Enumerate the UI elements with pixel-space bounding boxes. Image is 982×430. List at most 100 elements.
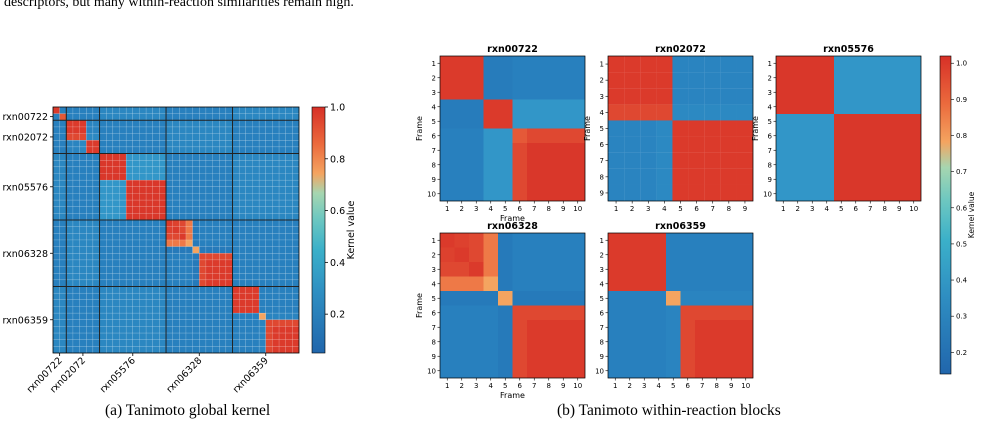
global-cell [272,120,280,128]
global-cell [59,233,67,241]
global-cell [245,253,253,261]
block-cell [469,334,484,350]
global-cell [172,166,180,174]
global-cell [72,133,80,141]
global-cell [205,239,213,247]
global-cell [59,239,67,247]
global-cell [79,126,87,134]
block-cell [556,233,571,248]
block-ytick-label: 1 [768,60,772,68]
global-cell [59,299,67,307]
global-cell [245,226,253,234]
global-cell [119,306,127,314]
block-cell [624,56,641,73]
global-cell [265,239,273,247]
global-cell [232,246,240,254]
block-cell [454,320,470,335]
global-cell [145,292,153,301]
global-cell [145,159,153,168]
block-cell [738,320,754,335]
global-cell [105,346,114,354]
global-cell [86,193,94,201]
block-ytick-label: 1 [432,237,436,245]
global-cell [165,273,173,281]
global-cell [165,113,173,121]
global-cell [185,106,193,114]
block-title: rxn00722 [487,44,538,55]
global-cell [212,173,220,181]
global-cell [199,226,207,234]
global-cell [165,140,173,148]
global-cell [99,213,107,221]
global-cell [145,346,153,354]
block-cell [498,128,513,144]
global-cell [152,253,160,261]
global-cell [119,219,127,227]
block-cell [666,349,681,364]
global-cell [112,339,120,347]
global-cell [172,319,180,327]
global-cell [59,246,67,254]
global-cell [238,133,247,141]
block-cell [483,320,499,335]
global-cell [145,133,153,141]
block-cell [483,363,499,379]
global-cell [238,332,247,340]
global-cell [99,126,107,134]
block-xtick-label: 4 [489,205,494,213]
global-cell [172,126,180,134]
global-cell [79,326,87,334]
block-cell [454,349,470,364]
global-cell [105,166,114,174]
global-cell [139,273,147,281]
global-cell [232,226,240,234]
global-cell [99,133,107,141]
block-cell [906,172,922,187]
global-cell [192,206,200,214]
global-cell [205,266,213,274]
global-cell [245,239,253,247]
global-cell [165,306,173,314]
global-cell [179,233,187,241]
global-cell [212,193,220,201]
block-xtick-label: 4 [825,205,830,213]
global-cell [52,126,60,134]
block-cell [527,56,542,71]
global-cell [258,133,267,141]
global-cell [212,273,220,281]
global-cell [159,219,167,227]
global-cell [86,199,94,207]
global-cell [205,133,213,141]
global-cell [86,213,94,221]
block-cell [556,56,571,71]
global-cell [272,159,280,168]
global-cell [152,213,160,221]
global-cell [172,133,180,141]
global-cell [66,213,74,221]
global-cell [185,120,193,128]
block-cell [469,320,484,335]
global-cell [86,146,94,154]
global-cell [132,120,140,128]
block-cell [709,247,725,263]
global-cell [192,299,200,307]
block-cell [877,99,893,115]
block-cell [651,233,667,248]
block-cell [622,363,638,379]
global-cell [185,199,193,207]
global-cell [66,179,74,188]
global-cell [125,346,134,354]
global-cell [165,186,173,194]
global-cell [272,199,280,207]
block-xtick-label: 3 [474,205,478,213]
global-cell [285,219,293,227]
block-cell [720,184,737,202]
global-cell [179,186,187,194]
global-cell [152,299,160,307]
global-cell [212,219,220,227]
global-cell [66,339,74,347]
global-cell [159,279,167,287]
global-cell [99,346,107,354]
global-cell [112,326,120,334]
block-cell [724,291,739,306]
